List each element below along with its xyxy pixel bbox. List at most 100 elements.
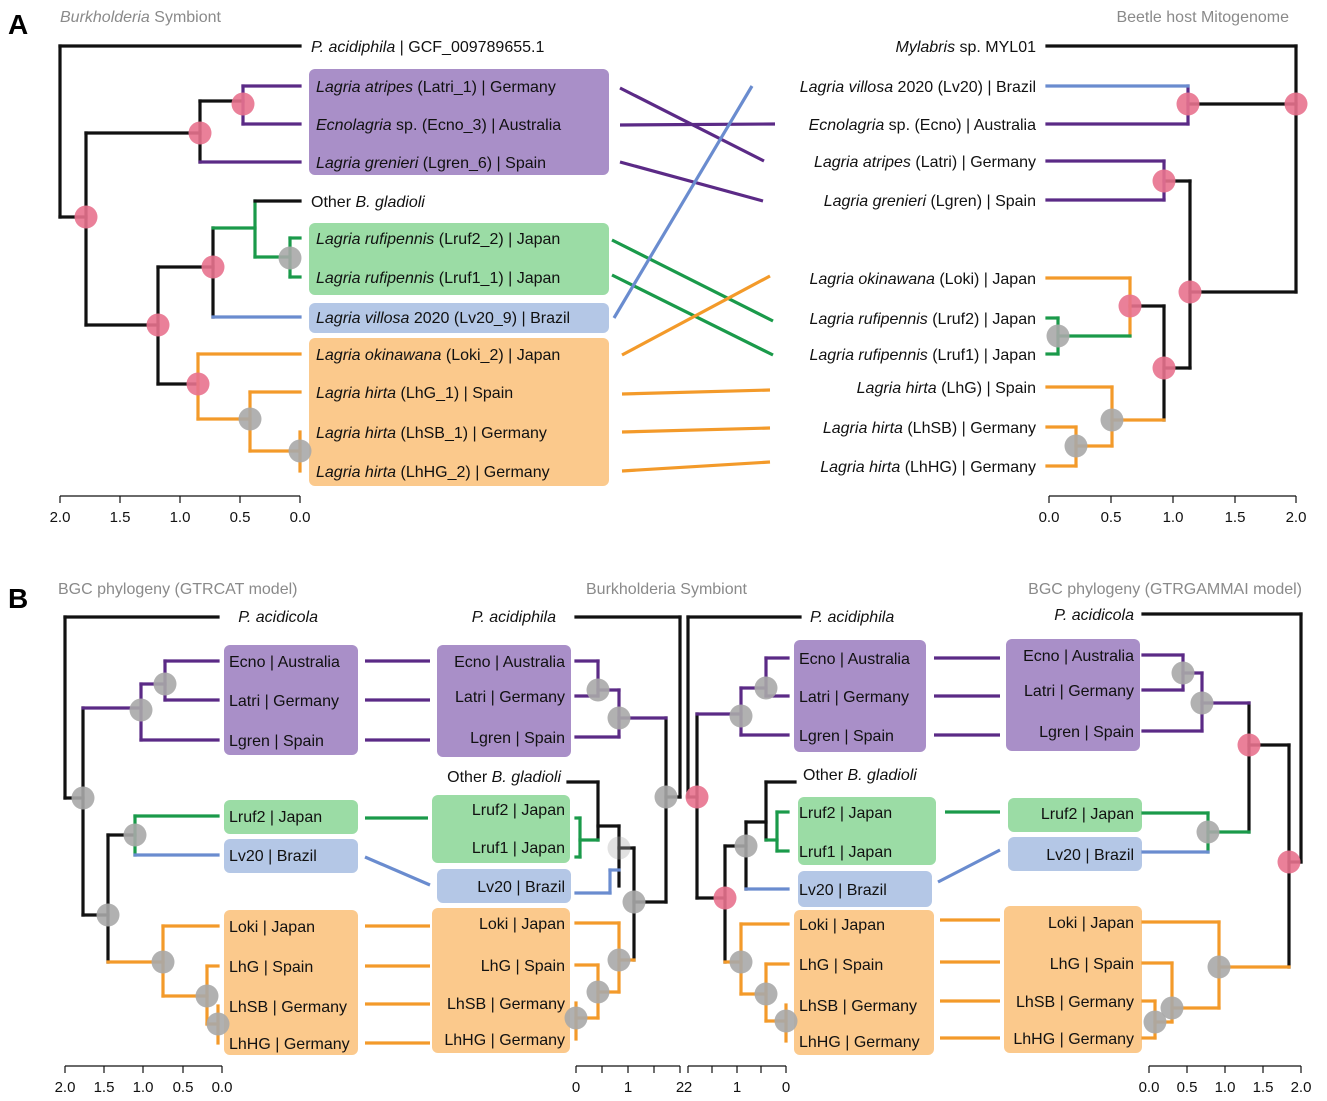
b4-outgroup-label: P. acidicola — [1054, 607, 1134, 624]
b1-green-box — [224, 800, 358, 834]
panel-b-axis-1-tick-label: 2.0 — [55, 1079, 76, 1096]
right-tip-label: Lagria okinawana (Loki) | Japan — [809, 271, 1036, 288]
b2-tip-label: LhSB | Germany — [447, 996, 565, 1013]
tip-label-detail: (Lgren) | Spain — [926, 193, 1036, 210]
tip-label-detail: (LhHG) | Germany — [900, 459, 1036, 476]
node-marker — [729, 704, 753, 728]
axes: 2.0 1.5 1.0 0.5 0.0 0.0 0.5 1.0 1.5 2.0 2.0 1.5 1.0 0… — [50, 495, 1312, 1096]
panel-b-axis-2-tick-label: 1 — [624, 1079, 632, 1096]
b2-tip-label: Latri | Germany — [455, 689, 565, 706]
tanglegram-links — [364, 85, 1001, 1045]
b2-tip-label: LhG | Spain — [481, 958, 565, 975]
b3-tip-label: Latri | Germany — [799, 689, 909, 706]
tip-label-taxon: Lagria rufipennis — [316, 270, 434, 287]
b2-orange-box — [432, 908, 570, 1053]
left-tip-label: Lagria grenieri (Lgren_6) | Spain — [316, 155, 546, 172]
left-tip-label: Other B. gladioli — [311, 194, 425, 211]
tanglegram-link — [611, 238, 774, 323]
tip-label-taxon: Lagria hirta — [820, 459, 900, 476]
tip-label-taxon: Lagria hirta — [857, 380, 937, 397]
tip-label-taxon: Lagria villosa — [800, 79, 893, 96]
tip-label-detail: sp. (Ecno) | Australia — [884, 117, 1036, 134]
panel-a-letter: A — [8, 9, 28, 40]
left-tip-label: Lagria villosa 2020 (Lv20_9) | Brazil — [316, 310, 570, 327]
node-marker — [146, 313, 170, 337]
node-marker — [1100, 408, 1124, 432]
b3-purple-box — [794, 640, 926, 752]
b1-purple-box — [224, 645, 358, 755]
node-marker — [288, 439, 312, 463]
node-marker — [129, 698, 153, 722]
tip-label-detail: (Lruf1) | Japan — [928, 347, 1036, 364]
b4-tip-label: Lv20 | Brazil — [1046, 847, 1134, 864]
left-tip-label: Lagria atripes (Latri_1) | Germany — [316, 79, 556, 96]
b3-tip-label: Lruf2 | Japan — [799, 805, 892, 822]
panel-b-axis-4-tick-label: 1.5 — [1253, 1079, 1274, 1096]
node-marker — [607, 836, 631, 860]
right-tip-label: Lagria hirta (LhG) | Spain — [857, 380, 1036, 397]
tip-label-taxon: Ecnolagria — [809, 117, 885, 134]
left-tip-label: Lagria rufipennis (Lruf2_2) | Japan — [316, 231, 560, 248]
node-marker — [201, 255, 225, 279]
tip-label-detail: sp. (Ecno_3) | Australia — [392, 117, 562, 134]
panel-b-axis-4-tick-label: 0.5 — [1177, 1079, 1198, 1096]
tip-labels: P. acidiphila | GCF_009789655.1 Lagria at… — [229, 39, 1134, 1053]
b2-tip-label: Loki | Japan — [479, 916, 565, 933]
b1-tip-label: LhG | Spain — [229, 959, 313, 976]
b1-tip-label: Lgren | Spain — [229, 733, 324, 750]
tanglegram-link — [611, 273, 774, 357]
tip-label-detail: sp. MYL01 — [955, 39, 1036, 56]
tip-label-detail: (LhG_1) | Spain — [396, 385, 513, 402]
tip-label-detail: 2020 (Lv20) | Brazil — [893, 79, 1036, 96]
left-tip-label: Ecnolagria sp. (Ecno_3) | Australia — [316, 117, 561, 134]
tip-label-detail: (LhSB_1) | Germany — [396, 425, 547, 442]
b3-green-box — [798, 797, 936, 865]
node-marker — [206, 1012, 230, 1036]
node-marker — [1064, 434, 1088, 458]
b3-other-label: Other B. gladioli — [803, 767, 917, 784]
b2-tip-label: Lv20 | Brazil — [477, 879, 565, 896]
tanglegram-link — [937, 848, 1001, 884]
tip-label-detail: (LhG) | Spain — [937, 380, 1036, 397]
tip-label-taxon: Ecnolagria — [316, 117, 392, 134]
right-tip-label: Lagria rufipennis (Lruf1) | Japan — [809, 347, 1036, 364]
tip-label-detail: 2020 (Lv20_9) | Brazil — [409, 310, 570, 327]
b3-tip-label: LhG | Spain — [799, 957, 883, 974]
panel-a-right-axis-tick-label: 1.5 — [1225, 509, 1246, 526]
b2-tip-label: LhHG | Germany — [444, 1032, 565, 1049]
panel-b-axis-4-tick-label: 2.0 — [1291, 1079, 1312, 1096]
b1-tip-label: Loki | Japan — [229, 919, 315, 936]
tanglegram-link — [364, 855, 431, 887]
node-marker — [1237, 733, 1261, 757]
node-marker — [1176, 92, 1200, 116]
b3-tip-label: Lv20 | Brazil — [799, 882, 887, 899]
node-marker — [238, 407, 262, 431]
green-clade-box — [309, 223, 609, 295]
b3-tip-label: Loki | Japan — [799, 917, 885, 934]
blue-clade-box — [309, 303, 609, 333]
panel-b-axis-1-tick-label: 0.5 — [173, 1079, 194, 1096]
right-tip-label: Lagria villosa 2020 (Lv20) | Brazil — [800, 79, 1036, 96]
node-marker — [151, 950, 175, 974]
b4-tip-label: Lgren | Spain — [1039, 724, 1134, 741]
tanglegram-link — [621, 460, 771, 473]
b3-tip-label: Lgren | Spain — [799, 728, 894, 745]
node-marker — [622, 890, 646, 914]
tanglegram-link — [621, 388, 771, 396]
right-tip-label: Mylabris sp. MYL01 — [896, 39, 1037, 56]
panel-a-right-axis-tick-label: 2.0 — [1286, 509, 1307, 526]
node-marker — [654, 785, 678, 809]
tip-label-detail: (Lgren_6) | Spain — [418, 155, 546, 172]
b2-blue-box — [437, 869, 571, 903]
tip-label-pre: Other — [311, 194, 355, 211]
node-marker — [586, 980, 610, 1004]
tip-label-taxon: Mylabris — [896, 39, 956, 56]
tip-label-detail: (Latri_1) | Germany — [413, 79, 556, 96]
node-marker — [195, 984, 219, 1008]
node-markers — [71, 92, 1308, 1036]
panel-b-axis-1-tick-label: 1.0 — [133, 1079, 154, 1096]
tip-label-taxon: B. gladioli — [355, 194, 425, 211]
panel-a-left-axis-tick-label: 1.0 — [170, 509, 191, 526]
node-marker — [153, 672, 177, 696]
node-marker — [1143, 1010, 1167, 1034]
